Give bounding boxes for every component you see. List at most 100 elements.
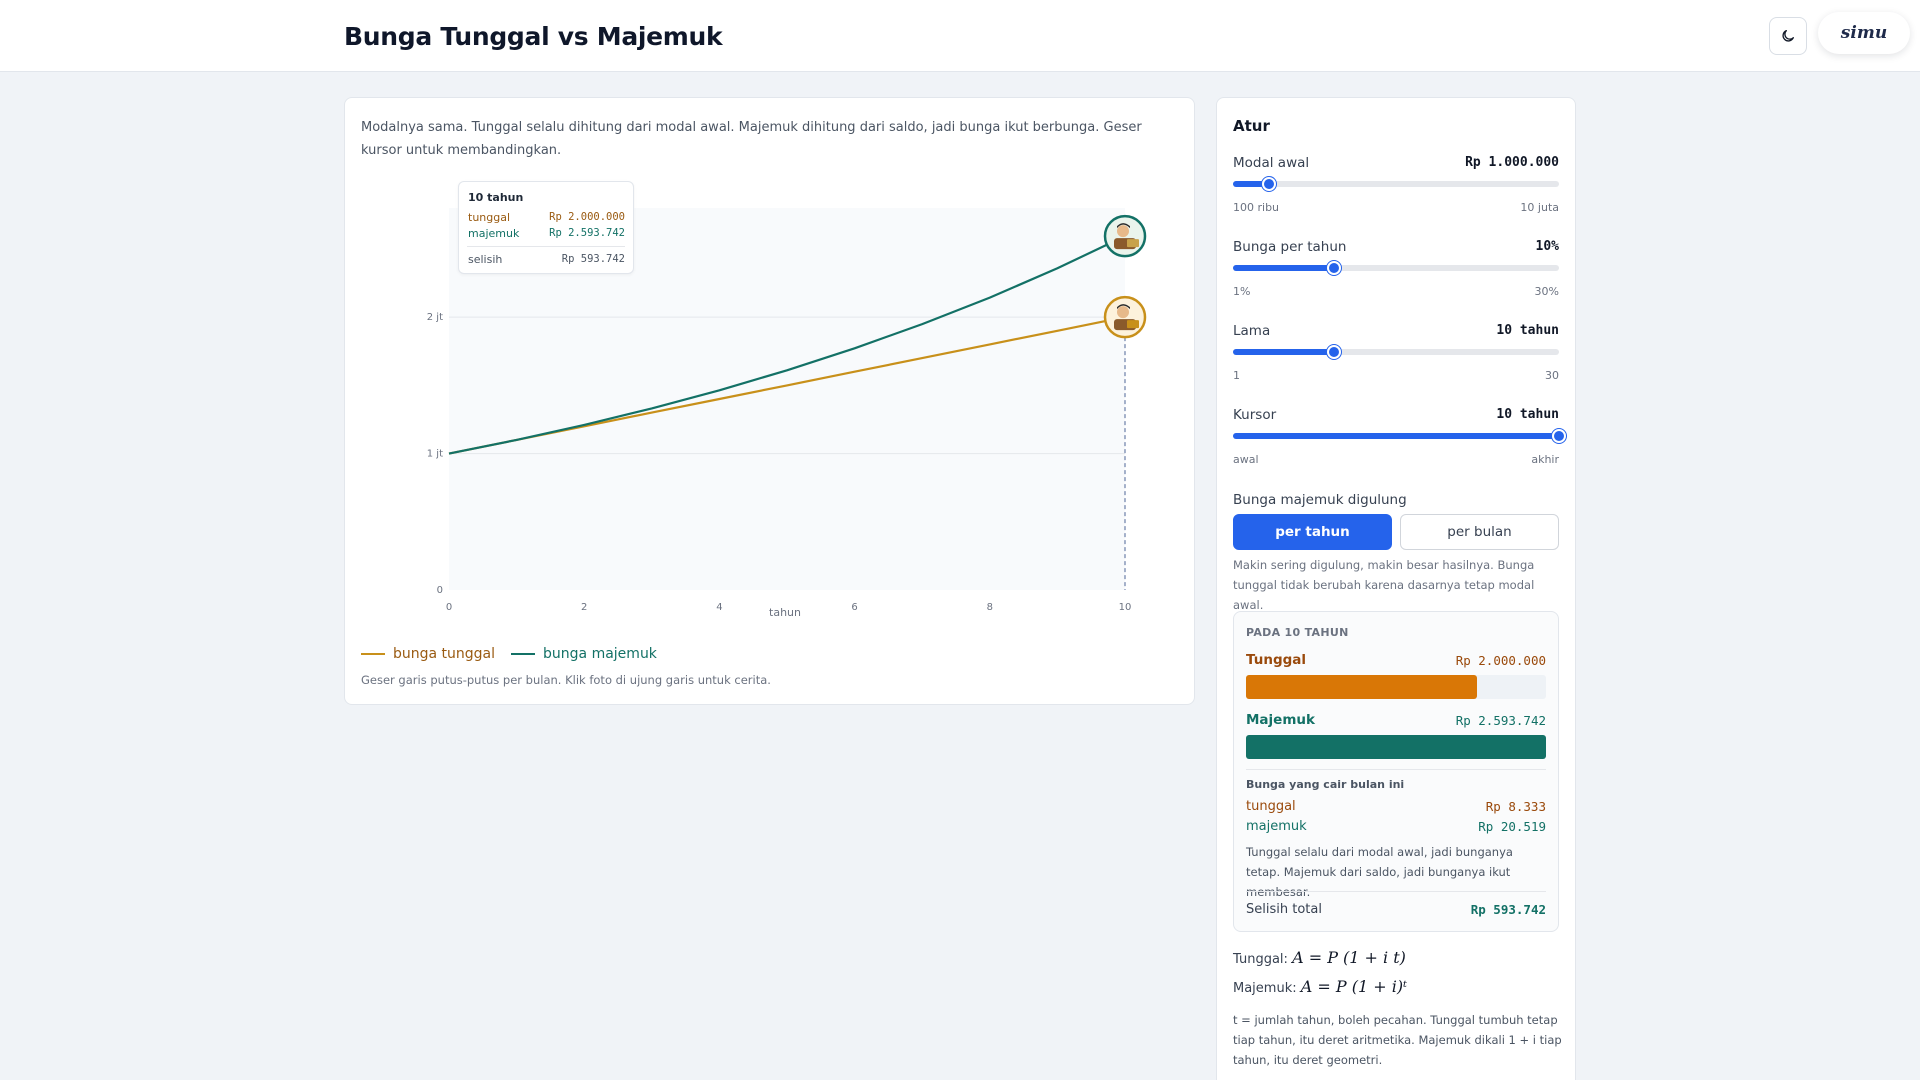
chart-card: Modalnya sama. Tunggal selalu dihitung d… [344,97,1195,705]
result-box: PADA 10 TAHUN Tunggal Rp 2.000.000 Majem… [1233,611,1559,932]
monthly-majemuk-label: majemuk [1246,819,1307,834]
total-value: Rp 593.742 [1470,902,1546,917]
formula-tunggal-expression: A = P (1 + i t) [1292,948,1406,967]
control-value: Rp 1.000.000 [1465,155,1559,170]
page-title: Bunga Tunggal vs Majemuk [344,22,723,51]
slider-thumb[interactable] [1261,177,1276,191]
per-bulan-button[interactable]: per bulan [1400,514,1559,550]
slider-min-label: 100 ribu [1233,201,1280,214]
control-label: Lama [1233,323,1271,339]
x-tick-label: 0 [446,602,452,613]
bunga-slider[interactable] [1233,261,1559,275]
avatar-head [1117,306,1129,319]
y-tick-label: 0 [437,585,443,596]
slider-max-label: 10 juta [1520,201,1559,214]
result-heading: PADA 10 TAHUN [1246,626,1349,639]
panel-title: Atur [1233,117,1270,135]
tooltip-majemuk-value: Rp 2.593.742 [549,227,625,239]
slider-max-label: 30% [1534,285,1559,298]
legend-item-tunggal[interactable]: bunga tunggal [361,646,495,662]
slider-thumb[interactable] [1327,345,1342,359]
monthly-title: Bunga yang cair bulan ini [1246,778,1405,791]
chart-tooltip: 10 tahun tunggal Rp 2.000.000 majemuk Rp… [458,181,634,274]
logo-text: simu [1840,23,1888,43]
control-label: Bunga per tahun [1233,239,1347,255]
theme-toggle-button[interactable] [1769,17,1807,55]
formula-majemuk-label: Majemuk: [1233,981,1297,996]
majemuk-bar-track [1246,735,1546,759]
majemuk-series-line [448,235,1126,455]
tooltip-tunggal-label: tunggal [468,211,511,224]
settings-panel: Atur Modal awal Rp 1.000.000 100 ribu 10… [1216,97,1576,1080]
tooltip-majemuk-label: majemuk [468,227,520,240]
lama-slider[interactable] [1233,345,1559,359]
legend-item-majemuk[interactable]: bunga majemuk [511,646,657,662]
tooltip-divider [467,246,625,247]
x-axis-label: tahun [769,606,801,619]
y-tick-label: 1 jt [427,449,443,460]
tooltip-tunggal-value: Rp 2.000.000 [549,211,625,223]
formula-majemuk: Majemuk: A = P (1 + i)ᵗ [1233,977,1407,996]
kursor-slider[interactable] [1233,429,1566,443]
chart-legend: bunga tunggal bunga majemuk [361,646,673,662]
top-bar: Bunga Tunggal vs Majemuk simu [0,0,1920,72]
x-tick-label: 8 [987,602,993,613]
avatar-hair [1117,223,1130,229]
slider-min-label: awal [1233,453,1259,466]
result-note: Tunggal selalu dari modal awal, jadi bun… [1246,845,1513,899]
x-tick-label: 2 [581,602,587,613]
monthly-majemuk-value: Rp 20.519 [1478,819,1546,834]
chart-hint: Geser garis putus-putus per bulan. Klik … [361,673,771,687]
control-value: 10 tahun [1496,407,1559,422]
modal-awal-slider[interactable] [1233,177,1559,191]
monthly-tunggal-label: tunggal [1246,799,1296,814]
control-label: Kursor [1233,407,1277,423]
control-label: Modal awal [1233,155,1310,171]
tooltip-selisih-label: selisih [468,253,503,266]
slider-thumb[interactable] [1327,261,1342,275]
avatar-head [1117,225,1129,238]
result-majemuk-name: Majemuk [1246,712,1315,728]
avatar-coins [1127,239,1139,248]
result-tunggal-name: Tunggal [1246,652,1307,668]
result-tunggal-value: Rp 2.000.000 [1455,653,1546,668]
majemuk-bar [1246,735,1546,759]
result-divider [1246,769,1546,770]
x-tick-label: 4 [716,602,722,613]
tunggal-bar-track [1246,675,1546,699]
slider-min-label: 1 [1233,369,1240,382]
x-tick-label: 6 [851,602,857,613]
formula-tunggal: Tunggal: A = P (1 + i t) [1233,948,1406,967]
tooltip-selisih-value: Rp 593.742 [561,253,625,265]
tunggal-bar [1246,675,1478,699]
result-majemuk-value: Rp 2.593.742 [1455,713,1546,728]
tooltip-title: 10 tahun [468,191,524,204]
intro-text: Modalnya sama. Tunggal selalu dihitung d… [361,120,1142,158]
slider-min-label: 1% [1233,285,1251,298]
result-divider [1246,891,1546,892]
avatar-hair [1117,304,1130,310]
legend-label-tunggal: bunga tunggal [393,646,496,662]
slider-max-label: 30 [1545,369,1559,382]
formula-majemuk-expression: A = P (1 + i)ᵗ [1300,977,1408,996]
legend-swatch-tunggal [361,653,385,655]
total-label: Selisih total [1246,902,1322,917]
control-value: 10% [1535,239,1559,254]
tunggal-avatar[interactable] [1103,295,1147,339]
y-tick-label: 2 jt [427,312,443,323]
slider-thumb[interactable] [1552,429,1566,443]
slider-max-label: akhir [1531,453,1559,466]
compounding-note: Makin sering digulung, makin besar hasil… [1233,558,1535,612]
x-tick-label: 10 [1119,602,1132,613]
legend-label-majemuk: bunga majemuk [543,646,657,662]
formula-footnote: t = jumlah tahun, boleh pecahan. Tunggal… [1233,1013,1562,1067]
app-logo[interactable]: simu [1818,12,1910,54]
avatar-coins [1127,320,1139,329]
legend-swatch-majemuk [511,653,536,655]
majemuk-avatar[interactable] [1103,214,1147,258]
compounding-label: Bunga majemuk digulung [1233,492,1407,508]
control-value: 10 tahun [1496,323,1559,338]
per-tahun-button[interactable]: per tahun [1233,514,1392,550]
moon-icon [1782,30,1794,42]
growth-chart[interactable]: 0 1 jt 2 jt 0 2 4 6 8 10 tahun [345,98,1196,638]
